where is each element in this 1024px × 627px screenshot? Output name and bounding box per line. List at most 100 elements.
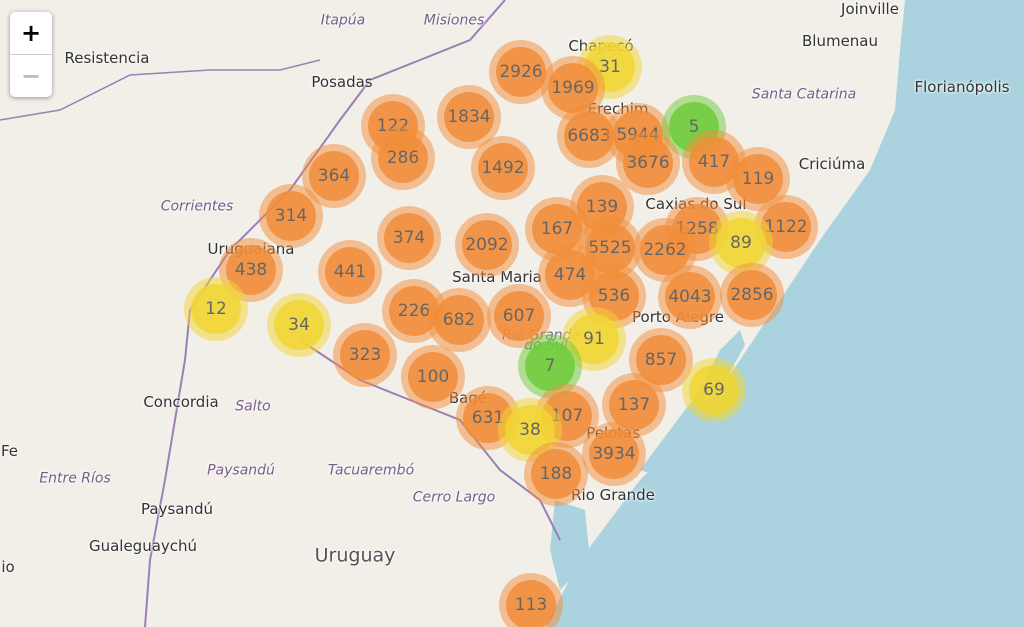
- city-label: Joinville: [841, 0, 899, 18]
- cluster-count: 100: [416, 366, 450, 387]
- cluster-disc: 69: [689, 365, 739, 415]
- cluster-disc: 2926: [496, 47, 546, 97]
- cluster-count: 6683: [567, 125, 611, 146]
- cluster-count: 119: [741, 168, 775, 189]
- cluster-count: 607: [502, 305, 536, 326]
- cluster-disc: 3934: [589, 429, 639, 479]
- cluster-disc: 2856: [727, 270, 777, 320]
- city-label: Paysandú: [141, 499, 213, 518]
- region-label: Cerro Largo: [412, 489, 496, 506]
- marker-cluster[interactable]: 188: [524, 442, 588, 506]
- cluster-count: 38: [519, 419, 541, 440]
- marker-cluster[interactable]: 34: [267, 293, 331, 357]
- region-label: Paysandú: [207, 462, 275, 479]
- cluster-disc: 364: [309, 151, 359, 201]
- cluster-disc: 1834: [444, 92, 494, 142]
- cluster-count: 682: [442, 309, 476, 330]
- marker-cluster[interactable]: 1492: [471, 136, 535, 200]
- cluster-count: 5525: [588, 237, 632, 258]
- marker-cluster[interactable]: 441: [318, 240, 382, 304]
- cluster-count: 31: [599, 56, 621, 77]
- cluster-disc: 323: [340, 330, 390, 380]
- marker-cluster[interactable]: 38: [498, 398, 562, 462]
- zoom-control: + −: [10, 12, 52, 97]
- marker-cluster[interactable]: 374: [377, 206, 441, 270]
- marker-cluster[interactable]: 3934: [582, 422, 646, 486]
- cluster-disc: 100: [408, 352, 458, 402]
- cluster-count: 631: [471, 407, 505, 428]
- marker-cluster[interactable]: 69: [682, 358, 746, 422]
- city-label: Gualeguaychú: [88, 536, 198, 555]
- cluster-disc: 113: [506, 580, 556, 627]
- cluster-disc: 441: [325, 247, 375, 297]
- marker-cluster[interactable]: 4043: [658, 265, 722, 329]
- city-label: io: [1, 557, 15, 576]
- marker-cluster[interactable]: 113: [499, 573, 563, 627]
- cluster-count: 474: [553, 264, 587, 285]
- cluster-count: 5: [688, 116, 700, 137]
- cluster-disc: 286: [378, 133, 428, 183]
- cluster-count: 1492: [481, 157, 525, 178]
- marker-cluster[interactable]: 2092: [455, 213, 519, 277]
- region-label: Santa Catarina: [751, 86, 857, 103]
- marker-cluster[interactable]: 100: [401, 345, 465, 409]
- cluster-count: 4043: [668, 286, 712, 307]
- marker-cluster[interactable]: 323: [333, 323, 397, 387]
- cluster-count: 314: [274, 205, 308, 226]
- zoom-in-button[interactable]: +: [20, 19, 42, 47]
- cluster-disc: 1492: [478, 143, 528, 193]
- cluster-count: 1122: [764, 216, 808, 237]
- region-label: Entre Ríos: [39, 470, 111, 487]
- cluster-disc: 3676: [623, 138, 673, 188]
- marker-cluster[interactable]: 89: [709, 211, 773, 275]
- cluster-disc: 119: [733, 154, 783, 204]
- city-label: Rio Grande: [571, 485, 655, 504]
- cluster-disc: 2092: [462, 220, 512, 270]
- ocean: [545, 0, 1024, 627]
- cluster-count: 2262: [643, 239, 687, 260]
- cluster-disc: 4043: [665, 272, 715, 322]
- city-label: Fe: [0, 441, 19, 460]
- city-label: Blumenau: [801, 31, 879, 50]
- cluster-count: 12: [205, 298, 227, 319]
- cluster-disc: 314: [266, 191, 316, 241]
- cluster-disc: 89: [716, 218, 766, 268]
- marker-cluster[interactable]: 3676: [616, 131, 680, 195]
- cluster-disc: 682: [434, 295, 484, 345]
- cluster-disc: 374: [384, 213, 434, 263]
- cluster-count: 286: [386, 147, 420, 168]
- cluster-disc: 188: [531, 449, 581, 499]
- cluster-count: 364: [317, 165, 351, 186]
- zoom-out-button[interactable]: −: [10, 54, 52, 97]
- cluster-count: 139: [585, 196, 619, 217]
- cluster-count: 69: [703, 379, 725, 400]
- region-label: Tacuarembó: [327, 462, 415, 479]
- cluster-disc: 6683: [564, 111, 614, 161]
- marker-cluster[interactable]: 7: [518, 334, 582, 398]
- cluster-count: 226: [397, 300, 431, 321]
- cluster-count: 374: [392, 227, 426, 248]
- marker-cluster[interactable]: 1834: [437, 85, 501, 149]
- marker-cluster[interactable]: 137: [602, 373, 666, 437]
- cluster-count: 91: [583, 328, 605, 349]
- cluster-count: 167: [540, 218, 574, 239]
- cluster-count: 137: [617, 394, 651, 415]
- cluster-count: 857: [644, 349, 678, 370]
- cluster-count: 2092: [465, 234, 509, 255]
- marker-cluster[interactable]: 682: [427, 288, 491, 352]
- marker-cluster[interactable]: 286: [371, 126, 435, 190]
- marker-cluster[interactable]: 2856: [720, 263, 784, 327]
- cluster-count: 2856: [730, 284, 774, 305]
- city-label: Resistencia: [64, 48, 150, 67]
- cluster-count: 188: [539, 463, 573, 484]
- marker-cluster[interactable]: 314: [259, 184, 323, 248]
- marker-cluster[interactable]: 12: [184, 277, 248, 341]
- cluster-disc: 12: [191, 284, 241, 334]
- marker-cluster[interactable]: 364: [302, 144, 366, 208]
- cluster-count: 536: [597, 285, 631, 306]
- cluster-count: 89: [730, 232, 752, 253]
- region-label: Salto: [235, 398, 271, 415]
- cluster-count: 438: [234, 259, 268, 280]
- cluster-disc: 34: [274, 300, 324, 350]
